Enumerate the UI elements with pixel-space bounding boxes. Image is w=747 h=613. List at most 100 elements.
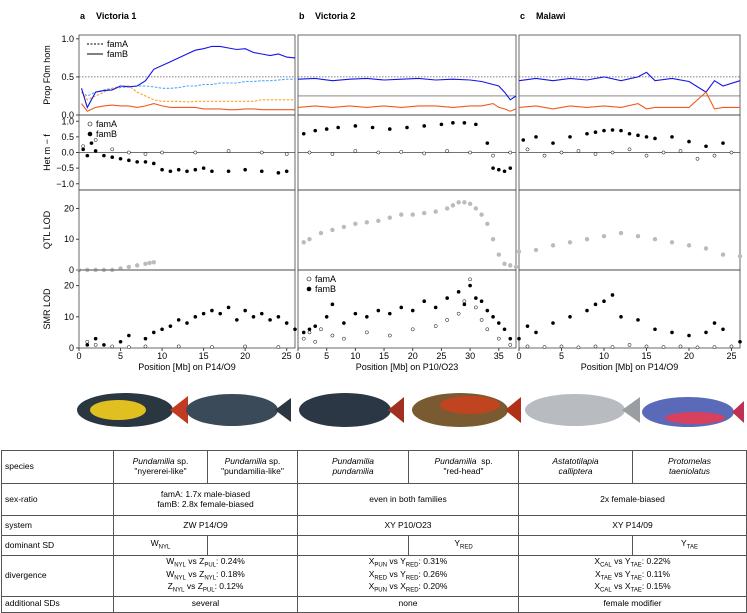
summary-table: species Pundamilia sp. "nyererei-like" Pund… <box>1 450 747 613</box>
data-point <box>307 150 312 155</box>
text: W <box>166 556 175 566</box>
text: : 0.15% <box>641 581 671 592</box>
x-tick-label: 5 <box>559 351 564 361</box>
cell-line: "red-head" <box>412 466 515 477</box>
data-point <box>176 344 181 349</box>
text: vs Y <box>611 568 631 579</box>
cell-line: XRED vs YRED: 0.26% <box>301 568 515 583</box>
data-point <box>143 152 148 156</box>
data-point <box>284 152 289 156</box>
data-point <box>712 345 717 349</box>
data-point <box>201 311 206 316</box>
data-point <box>601 233 607 239</box>
x-tick-label: 5 <box>118 351 123 361</box>
y-tick-label: 0.5 <box>61 132 74 142</box>
data-point <box>324 315 329 319</box>
data-point <box>160 167 164 172</box>
data-point <box>568 315 572 319</box>
row-label: dominant SD <box>1 535 114 556</box>
x-tick-label: 0 <box>516 351 521 361</box>
plot-frame <box>518 189 741 271</box>
data-point <box>307 330 312 335</box>
data-point <box>652 237 658 242</box>
data-point <box>644 135 649 139</box>
text: : 0.24% <box>215 556 245 566</box>
data-point <box>445 296 449 300</box>
table-cell: none <box>297 595 519 613</box>
data-point <box>551 321 555 325</box>
italic-text: Astatotilapia <box>552 456 599 467</box>
text: W <box>150 538 159 549</box>
data-point <box>342 321 346 325</box>
data-point <box>721 141 725 145</box>
data-point <box>410 327 415 332</box>
text: X <box>368 568 375 579</box>
data-point <box>193 150 198 155</box>
table-cell <box>518 535 633 556</box>
data-point <box>521 138 526 142</box>
data-point <box>602 299 606 304</box>
table-cell: ZW P14/O9 <box>113 515 298 536</box>
y-tick-label: 0 <box>69 265 74 275</box>
cell-line: female modifier <box>522 598 743 609</box>
table-row: sex-ratio famA: 1.7x male-biased famB: 2.8… <box>1 483 747 516</box>
table-cell: several <box>113 595 298 613</box>
data-point <box>160 327 164 332</box>
data-point <box>243 167 247 172</box>
data-point <box>508 166 513 170</box>
cell-line: "nyererei-like" <box>117 466 204 477</box>
data-point <box>669 240 675 245</box>
data-point <box>353 149 358 153</box>
data-point <box>618 230 624 236</box>
data-point <box>593 130 598 134</box>
cell-line: WNYL <box>117 538 204 552</box>
subscript: CAL <box>600 562 612 569</box>
text: famA: 1.7x male-biased <box>160 488 251 499</box>
data-point <box>85 153 90 158</box>
text: "nyererei-like" <box>134 466 187 476</box>
data-point <box>243 344 248 349</box>
data-point <box>365 315 369 319</box>
text: ZW P14/O9 <box>183 519 228 530</box>
data-point <box>293 327 297 332</box>
data-point <box>729 150 734 155</box>
data-point <box>210 169 214 174</box>
data-point <box>410 308 415 313</box>
text: famB: 2.8x female-biased <box>157 498 254 509</box>
text: X <box>594 581 601 592</box>
data-point <box>405 125 409 130</box>
data-point <box>661 345 666 349</box>
legend-label: famB <box>96 129 117 139</box>
data-point <box>118 266 123 271</box>
text: Z <box>167 581 173 592</box>
data-point <box>508 336 513 341</box>
legend-label: famA <box>315 274 336 284</box>
cell-line: YTAE <box>636 538 743 552</box>
data-point <box>324 127 329 131</box>
data-point <box>468 277 472 282</box>
data-point <box>318 230 324 236</box>
data-point <box>485 221 490 227</box>
cell-line: YRED <box>412 538 515 552</box>
legend-symbol <box>87 131 93 137</box>
data-point <box>474 122 478 127</box>
text: Y <box>681 538 687 549</box>
y-tick-label: 0.0 <box>61 148 74 158</box>
data-line <box>518 71 741 93</box>
subscript: NYL <box>174 562 186 569</box>
cell-line: even in both families <box>301 494 515 505</box>
data-point <box>313 128 318 133</box>
text: none <box>398 598 418 609</box>
data-point <box>462 200 467 205</box>
data-point <box>491 166 495 170</box>
data-point <box>168 169 173 174</box>
cell-line: XPUN vs XRED: 0.20% <box>301 581 515 595</box>
table-row: divergence WNYL vs ZPUL: 0.24% WNYL vs ZNY… <box>1 555 747 597</box>
data-point <box>467 201 473 207</box>
x-tick-label: 10 <box>599 351 609 361</box>
text: X <box>368 556 375 566</box>
cell-line: Pundamilia <box>301 456 405 467</box>
data-point <box>93 149 98 153</box>
table-cell: Astatotilapia calliptera <box>518 450 633 484</box>
data-point <box>686 243 692 248</box>
